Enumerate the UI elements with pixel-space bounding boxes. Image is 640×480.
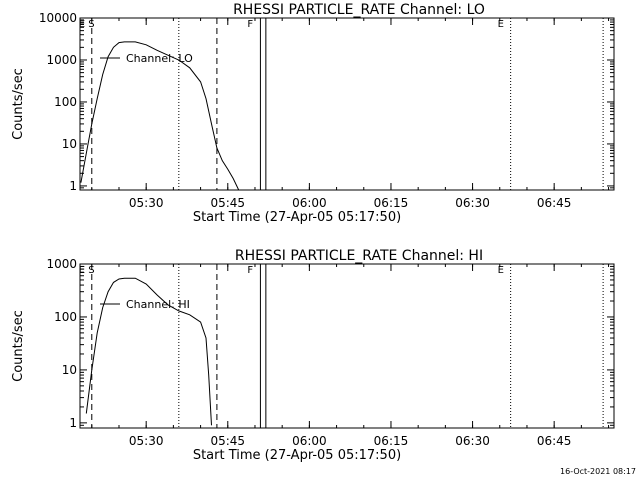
y-tick-label: 10 [62, 137, 77, 151]
x-tick-label: 06:00 [292, 196, 327, 210]
marker-label: E [498, 19, 504, 30]
plot-frame [79, 263, 615, 429]
x-axis-label: Start Time (27-Apr-05 05:17:50) [193, 210, 401, 225]
y-axis-label: Counts/sec [11, 310, 26, 382]
chart-title: RHESSI PARTICLE_RATE Channel: LO [233, 2, 485, 18]
marker-label: E S [79, 19, 95, 30]
y-tick-label: 1 [69, 179, 77, 193]
y-tick-label: 100 [54, 95, 77, 109]
footer-timestamp: 16-Oct-2021 08:17 [560, 467, 636, 476]
y-axis-label: Counts/sec [11, 68, 26, 140]
panel-lo-channel: RHESSI PARTICLE_RATE Channel: LO 05:30 05:… [11, 2, 615, 225]
legend-label: Channel: HI [126, 298, 190, 311]
y-tick-label: 1000 [46, 257, 77, 271]
y-tick-label: 10000 [39, 11, 77, 25]
marker-label: E S [79, 265, 95, 276]
y-tick-label: 10 [62, 363, 77, 377]
x-tick-label: 06:30 [455, 196, 490, 210]
marker-label: E [498, 265, 504, 276]
x-axis-label: Start Time (27-Apr-05 05:17:50) [193, 448, 401, 463]
x-tick-label: 06:45 [537, 196, 572, 210]
plot-frame [79, 17, 615, 191]
x-tick-label: 06:30 [455, 434, 490, 448]
legend-label: Channel: LO [126, 52, 193, 65]
x-tick-label: 05:45 [210, 434, 245, 448]
x-tick-label: 05:30 [129, 434, 164, 448]
chart-title: RHESSI PARTICLE_RATE Channel: HI [235, 248, 483, 264]
panel-hi-channel: RHESSI PARTICLE_RATE Channel: HI 05:30 05:… [11, 248, 615, 463]
y-tick-label: 1 [69, 416, 77, 430]
x-tick-label: 06:45 [537, 434, 572, 448]
x-tick-label: 06:15 [374, 196, 409, 210]
marker-label: F [247, 265, 253, 276]
series-line [85, 277, 212, 426]
x-tick-label: 05:45 [210, 196, 245, 210]
marker-label: F [247, 19, 253, 30]
x-tick-label: 06:15 [374, 434, 409, 448]
series-line [80, 41, 240, 190]
x-tick-label: 05:30 [129, 196, 164, 210]
y-tick-label: 1000 [46, 53, 77, 67]
y-tick-label: 100 [54, 310, 77, 324]
x-tick-label: 06:00 [292, 434, 327, 448]
